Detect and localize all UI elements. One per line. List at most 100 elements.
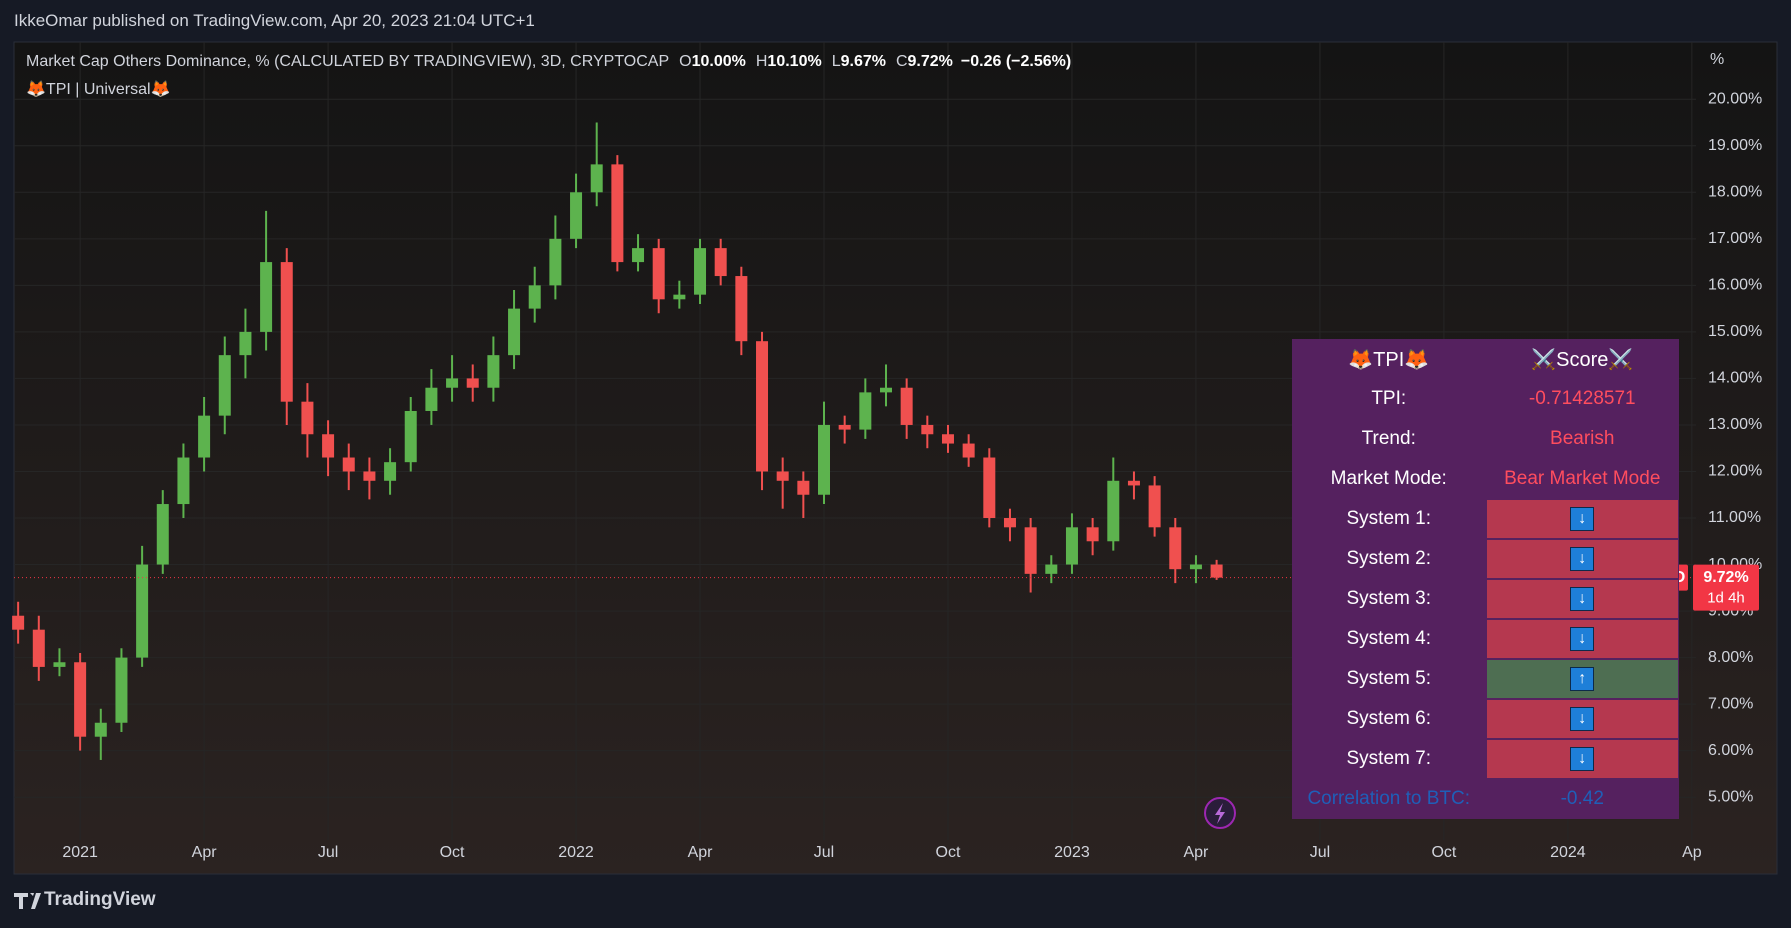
- candle-body: [115, 657, 128, 723]
- system-label: System 6:: [1346, 708, 1431, 729]
- y-tick-label: 14.00%: [1708, 370, 1762, 387]
- y-tick-label: 15.00%: [1708, 323, 1762, 340]
- candle-body: [797, 480, 810, 495]
- system-signal-cell: ↓: [1485, 699, 1679, 739]
- x-tick-label: 2023: [1054, 844, 1090, 861]
- candle-body: [363, 471, 376, 481]
- row-value: Bear Market Mode: [1504, 468, 1661, 489]
- legend-value: 10.00%: [691, 53, 746, 70]
- x-tick-label: Oct: [1431, 844, 1456, 861]
- table-header: 🦊TPI🦊: [1348, 348, 1430, 371]
- legend-key: O: [679, 53, 692, 70]
- system-signal-cell: ↑: [1485, 659, 1679, 699]
- candle-body: [1107, 480, 1120, 542]
- candle-body: [652, 248, 665, 300]
- legend-value: 10.10%: [767, 53, 822, 70]
- candle-body: [94, 722, 107, 737]
- brand: TradingView: [44, 889, 156, 910]
- candle-body: [1065, 527, 1078, 565]
- legend-key: H: [755, 53, 768, 70]
- candle-body: [1189, 564, 1202, 570]
- y-tick-label: 20.00%: [1708, 90, 1762, 107]
- system-signal: ↓: [1570, 547, 1595, 571]
- candle-body: [156, 504, 169, 565]
- candle-body: [1127, 480, 1140, 486]
- table-header: ⚔️Score⚔️: [1531, 348, 1634, 371]
- y-unit: %: [1710, 51, 1724, 68]
- candle-body: [404, 410, 417, 463]
- x-tick-label: Jul: [1310, 844, 1330, 861]
- y-tick-label: 13.00%: [1708, 416, 1762, 433]
- candle-body: [756, 341, 769, 472]
- candle-body: [694, 248, 707, 295]
- indicator-name: 🦊TPI | Universal🦊: [26, 81, 171, 98]
- price-tag-label: 9.72%: [1703, 569, 1748, 586]
- y-tick-label: 6.00%: [1708, 742, 1753, 759]
- system-signal: ↓: [1570, 627, 1595, 651]
- correlation-label: Correlation to BTC:: [1307, 788, 1471, 809]
- candle-body: [735, 276, 748, 342]
- replay-button[interactable]: [1204, 797, 1236, 829]
- candle-body: [177, 457, 190, 505]
- candle-body: [1003, 518, 1016, 528]
- candle-body: [446, 378, 459, 388]
- candle-body: [487, 355, 500, 388]
- system-signal: ↓: [1570, 507, 1595, 531]
- candle-body: [528, 285, 541, 309]
- system-signal-cell: ↓: [1485, 499, 1679, 539]
- candle-body: [879, 387, 892, 393]
- legend-change: −0.26 (−2.56%): [960, 53, 1072, 70]
- x-tick-label: Oct: [936, 844, 961, 861]
- candle-body: [818, 424, 831, 495]
- candle-body: [941, 434, 954, 444]
- candle-body: [12, 615, 25, 630]
- candle-body: [673, 294, 686, 300]
- x-tick-label: Apr: [688, 844, 714, 861]
- candle-body: [301, 401, 314, 435]
- row-value: Bearish: [1550, 428, 1615, 449]
- system-row: System 7: ↓: [1292, 739, 1679, 779]
- candle-body: [260, 262, 273, 332]
- candles: [12, 122, 1223, 760]
- candle-body: [508, 308, 521, 356]
- candle-body: [590, 164, 603, 193]
- candle-body: [218, 355, 231, 416]
- system-label: System 1:: [1346, 508, 1431, 529]
- system-row: System 5: ↑: [1292, 659, 1679, 699]
- candle-body: [32, 629, 45, 667]
- candle-body: [384, 462, 397, 481]
- y-tick-label: 7.00%: [1708, 695, 1753, 712]
- x-tick-label: Oct: [440, 844, 465, 861]
- tradingview-logo: [14, 893, 41, 909]
- legend-key: C: [895, 53, 908, 70]
- table-row: TPI: -0.71428571: [1292, 379, 1679, 419]
- candle-body: [1086, 527, 1099, 542]
- row-value: -0.71428571: [1528, 388, 1636, 409]
- candle-body: [838, 424, 851, 430]
- row-label: Market Mode:: [1330, 468, 1447, 489]
- system-signal-cell: ↓: [1485, 579, 1679, 619]
- system-signal: ↓: [1570, 587, 1595, 611]
- legend-title: Market Cap Others Dominance, % (CALCULAT…: [26, 53, 670, 70]
- system-signal: ↓: [1570, 747, 1595, 771]
- y-tick-label: 11.00%: [1708, 509, 1761, 526]
- candle-body: [425, 387, 438, 411]
- system-signal-cell: ↓: [1485, 619, 1679, 659]
- system-signal-cell: ↓: [1485, 539, 1679, 579]
- legend-key: L: [831, 53, 841, 70]
- candle-body: [136, 564, 149, 658]
- y-tick-label: 12.00%: [1708, 463, 1762, 480]
- legend-value: 9.72%: [907, 53, 953, 70]
- candle-body: [1148, 485, 1161, 528]
- candle-body: [962, 443, 975, 458]
- candle-body: [1045, 564, 1058, 574]
- grid: [14, 42, 1696, 840]
- row-label: Trend:: [1361, 428, 1416, 449]
- x-tick-label: Apr: [192, 844, 218, 861]
- correlation-value: -0.42: [1560, 788, 1604, 809]
- correlation-row: Correlation to BTC: -0.42: [1292, 779, 1679, 819]
- candle-body: [239, 331, 252, 356]
- table-row: Trend: Bearish: [1292, 419, 1679, 459]
- row-label: TPI:: [1371, 388, 1407, 409]
